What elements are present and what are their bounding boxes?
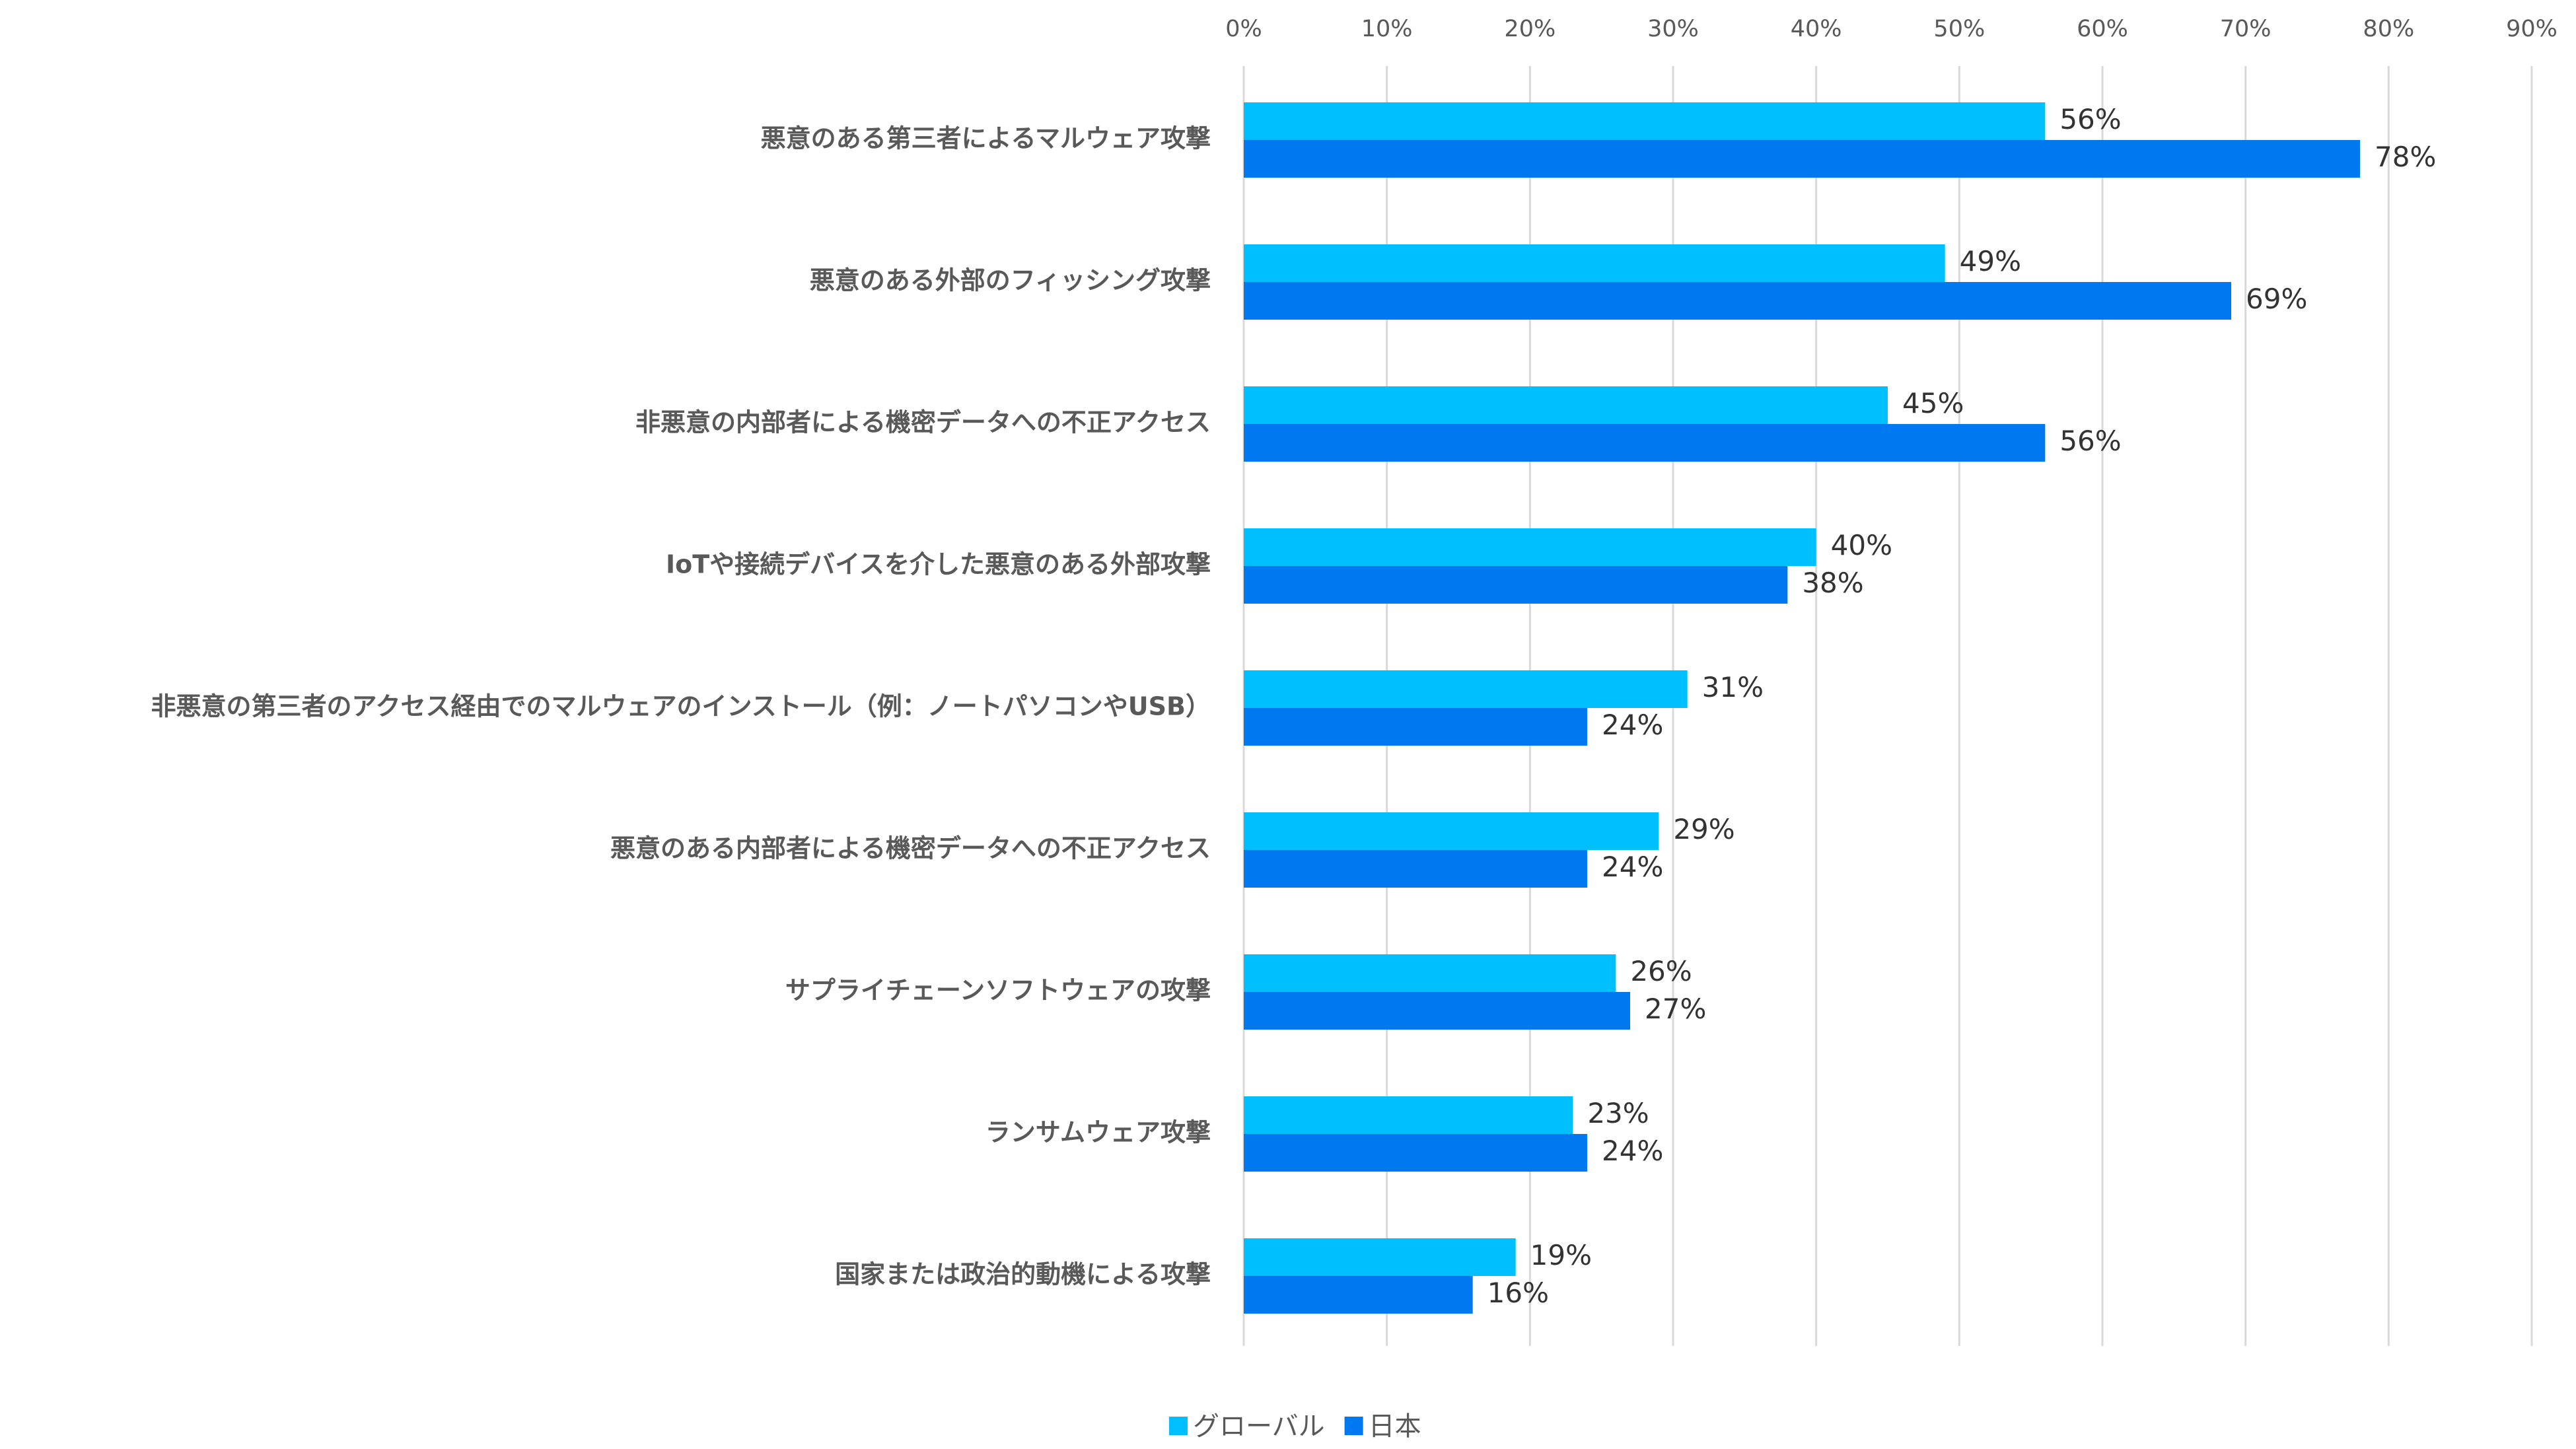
legend-swatch bbox=[1169, 1417, 1188, 1435]
bar bbox=[1244, 708, 1587, 746]
value-label: 69% bbox=[2246, 283, 2307, 315]
x-tick-label: 70% bbox=[2220, 16, 2272, 42]
x-tick-label: 30% bbox=[1647, 16, 1699, 42]
bar bbox=[1244, 140, 2360, 178]
value-label: 78% bbox=[2375, 141, 2436, 173]
bar bbox=[1244, 102, 2046, 140]
x-tick-label: 50% bbox=[1933, 16, 1985, 42]
bar bbox=[1244, 1134, 1587, 1172]
bar bbox=[1244, 670, 1688, 708]
bar bbox=[1244, 850, 1587, 888]
value-label: 31% bbox=[1702, 671, 1764, 703]
category-label: 悪意のある外部のフィッシング攻撃 bbox=[810, 266, 1211, 295]
x-tick-label: 0% bbox=[1225, 16, 1262, 42]
bar bbox=[1244, 424, 2046, 462]
x-tick-label: 20% bbox=[1504, 16, 1556, 42]
bar bbox=[1244, 1096, 1573, 1134]
value-label: 49% bbox=[1960, 245, 2021, 277]
x-tick-label: 60% bbox=[2077, 16, 2128, 42]
category-label: ランサムウェア攻撃 bbox=[985, 1118, 1211, 1147]
x-tick-label: 80% bbox=[2363, 16, 2414, 42]
category-label: 悪意のある内部者による機密データへの不正アクセス bbox=[610, 834, 1211, 863]
value-label: 56% bbox=[2059, 425, 2121, 457]
value-label: 16% bbox=[1487, 1277, 1549, 1309]
category-label: 非悪意の内部者による機密データへの不正アクセス bbox=[635, 408, 1211, 437]
value-label: 40% bbox=[1831, 529, 1892, 561]
bar bbox=[1244, 566, 1788, 604]
value-label: 19% bbox=[1530, 1239, 1592, 1271]
legend-swatch bbox=[1344, 1417, 1363, 1435]
bar bbox=[1244, 812, 1659, 850]
category-label: サプライチェーンソフトウェアの攻撃 bbox=[785, 976, 1211, 1005]
x-tick-label: 40% bbox=[1791, 16, 1842, 42]
value-label: 56% bbox=[2059, 103, 2121, 135]
legend-label: グローバル bbox=[1193, 1411, 1325, 1442]
bar bbox=[1244, 1238, 1516, 1276]
value-label: 26% bbox=[1630, 955, 1692, 987]
value-label: 29% bbox=[1673, 813, 1735, 845]
x-tick-label: 90% bbox=[2506, 16, 2558, 42]
bar bbox=[1244, 1276, 1473, 1314]
value-label: 24% bbox=[1602, 851, 1663, 883]
x-tick-label: 10% bbox=[1361, 16, 1413, 42]
category-label: 悪意のある第三者によるマルウェア攻撃 bbox=[761, 124, 1211, 153]
value-label: 24% bbox=[1602, 709, 1663, 741]
value-label: 45% bbox=[1902, 387, 1964, 419]
bar bbox=[1244, 528, 1816, 566]
value-label: 27% bbox=[1645, 993, 1706, 1025]
value-label: 24% bbox=[1602, 1135, 1663, 1167]
bar bbox=[1244, 282, 2231, 320]
category-label: 非悪意の第三者のアクセス経由でのマルウェアのインストール（例：ノートパソコンやU… bbox=[151, 692, 1211, 721]
value-label: 23% bbox=[1587, 1097, 1649, 1129]
category-label: 国家または政治的動機による攻撃 bbox=[835, 1260, 1211, 1289]
bar bbox=[1244, 386, 1888, 424]
bar bbox=[1244, 992, 1630, 1030]
bar bbox=[1244, 954, 1616, 992]
bar bbox=[1244, 244, 1945, 282]
category-label: IoTや接続デバイスを介した悪意のある外部攻撃 bbox=[666, 550, 1211, 579]
legend-label: 日本 bbox=[1369, 1411, 1421, 1442]
value-label: 38% bbox=[1802, 567, 1863, 599]
